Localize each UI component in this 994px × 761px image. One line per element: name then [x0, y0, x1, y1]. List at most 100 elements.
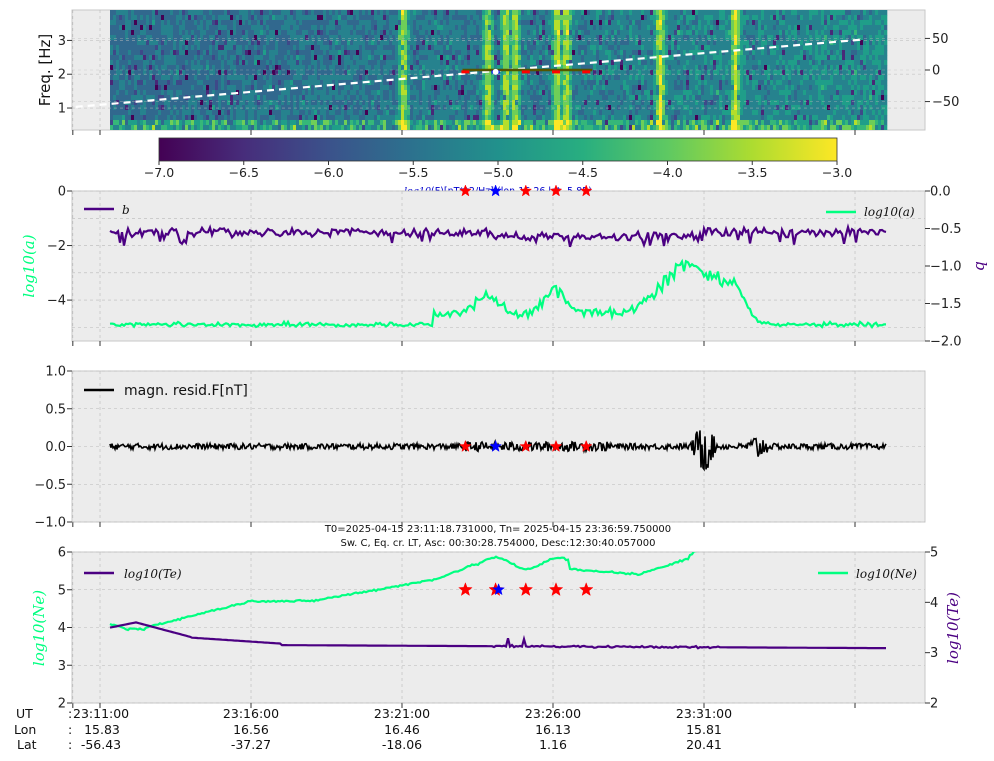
spectrogram-cell	[449, 55, 453, 61]
spectrogram-cell	[416, 75, 420, 81]
spectrogram-cell	[371, 15, 375, 21]
spectrogram-cell	[371, 60, 375, 66]
spectrogram-cell	[290, 50, 294, 56]
spectrogram-cell	[293, 110, 297, 116]
spectrogram-cell	[494, 45, 498, 51]
spectrogram-cell	[596, 15, 600, 21]
spectrogram-cell	[575, 15, 579, 21]
spectrogram-cell	[662, 40, 666, 46]
spectrogram-cell	[185, 90, 189, 96]
spectrogram-cell	[509, 100, 513, 106]
spectrogram-cell	[131, 15, 135, 21]
spectrogram-cell	[542, 20, 546, 26]
spectrogram-cell	[251, 65, 255, 71]
spectrogram-cell	[389, 40, 393, 46]
spectrogram-cell	[512, 95, 516, 101]
spectrogram-cell	[347, 105, 351, 111]
spectrogram-cell	[467, 45, 471, 51]
spectrogram-cell	[155, 95, 159, 101]
spectrogram-cell	[647, 35, 651, 41]
spectrogram-cell	[626, 105, 630, 111]
spectrogram-cell	[497, 25, 501, 31]
spectrogram-cell	[410, 55, 414, 61]
spectrogram-cell	[314, 95, 318, 101]
spectrogram-cell	[266, 80, 270, 86]
spectrogram-cell	[653, 30, 657, 36]
spectrogram-cell	[365, 25, 369, 31]
spectrogram-cell	[722, 120, 726, 126]
spectrogram-cell	[299, 30, 303, 36]
spectrogram-cell	[113, 25, 117, 31]
spectrogram-cell	[155, 85, 159, 91]
spectrogram-cell	[161, 20, 165, 26]
spectrogram-cell	[212, 125, 216, 130]
spectrogram-cell	[488, 110, 492, 116]
spectrogram-cell	[482, 85, 486, 91]
spectrogram-cell	[650, 100, 654, 106]
spectrogram-cell	[344, 30, 348, 36]
spectrogram-cell	[620, 25, 624, 31]
spectrogram-cell	[353, 70, 357, 76]
spectrogram-cell	[614, 110, 618, 116]
spectrogram-cell	[632, 15, 636, 21]
spectrogram-cell	[158, 35, 162, 41]
spectrogram-cell	[530, 95, 534, 101]
spectrogram-cell	[617, 75, 621, 81]
spectrogram-cell	[236, 115, 240, 121]
spectrogram-cell	[584, 25, 588, 31]
spectrogram-cell	[539, 100, 543, 106]
spectrogram-cell	[560, 45, 564, 51]
spectrogram-cell	[524, 30, 528, 36]
spectrogram-cell	[653, 25, 657, 31]
spectrogram-cell	[578, 40, 582, 46]
spectrogram-cell	[545, 15, 549, 21]
spectrogram-cell	[515, 20, 519, 26]
spectrogram-cell	[242, 50, 246, 56]
spectrogram-cell	[419, 95, 423, 101]
spectrogram-cell	[269, 80, 273, 86]
spectrogram-cell	[218, 20, 222, 26]
spectrogram-cell	[254, 55, 258, 61]
spectrogram-cell	[344, 25, 348, 31]
spectrogram-cell	[689, 25, 693, 31]
spectrogram-cell	[236, 75, 240, 81]
spectrogram-cell	[374, 25, 378, 31]
spectrogram-cell	[188, 110, 192, 116]
spectrogram-cell	[614, 65, 618, 71]
spectrogram-cell	[404, 25, 408, 31]
spectrogram-cell	[716, 10, 720, 16]
spectrogram-cell	[662, 30, 666, 36]
spectrogram-cell	[632, 55, 636, 61]
spectrogram-cell	[680, 25, 684, 31]
spectrogram-cell	[242, 40, 246, 46]
spectrogram-cell	[410, 65, 414, 71]
spectrogram-cell	[125, 25, 129, 31]
spectrogram-cell	[452, 65, 456, 71]
spectrogram-cell	[611, 85, 615, 91]
spectrogram-cell	[185, 110, 189, 116]
spectrogram-cell	[716, 105, 720, 111]
spectrogram-cell	[314, 40, 318, 46]
spectrogram-cell	[194, 20, 198, 26]
spectrogram-cell	[224, 20, 228, 26]
spectrogram-cell	[710, 70, 714, 76]
spectrogram-cell	[368, 115, 372, 121]
spectrogram-cell	[539, 50, 543, 56]
spectrogram-cell	[677, 90, 681, 96]
spectrogram-cell	[350, 65, 354, 71]
spectrogram-cell	[416, 115, 420, 121]
spectrogram-cell	[269, 75, 273, 81]
spectrogram-cell	[290, 95, 294, 101]
spectrogram-cell	[491, 60, 495, 66]
spectrogram-cell	[563, 120, 567, 126]
spectrogram-cell	[614, 15, 618, 21]
spectrogram-cell	[188, 65, 192, 71]
spectrogram-cell	[362, 40, 366, 46]
spectrogram-cell	[209, 45, 213, 51]
spectrogram-cell	[272, 80, 276, 86]
spectrogram-cell	[647, 10, 651, 16]
spectrogram-cell	[557, 75, 561, 81]
spectrogram-cell	[539, 115, 543, 121]
spectrogram-cell	[119, 25, 123, 31]
spectrogram-cell	[440, 40, 444, 46]
